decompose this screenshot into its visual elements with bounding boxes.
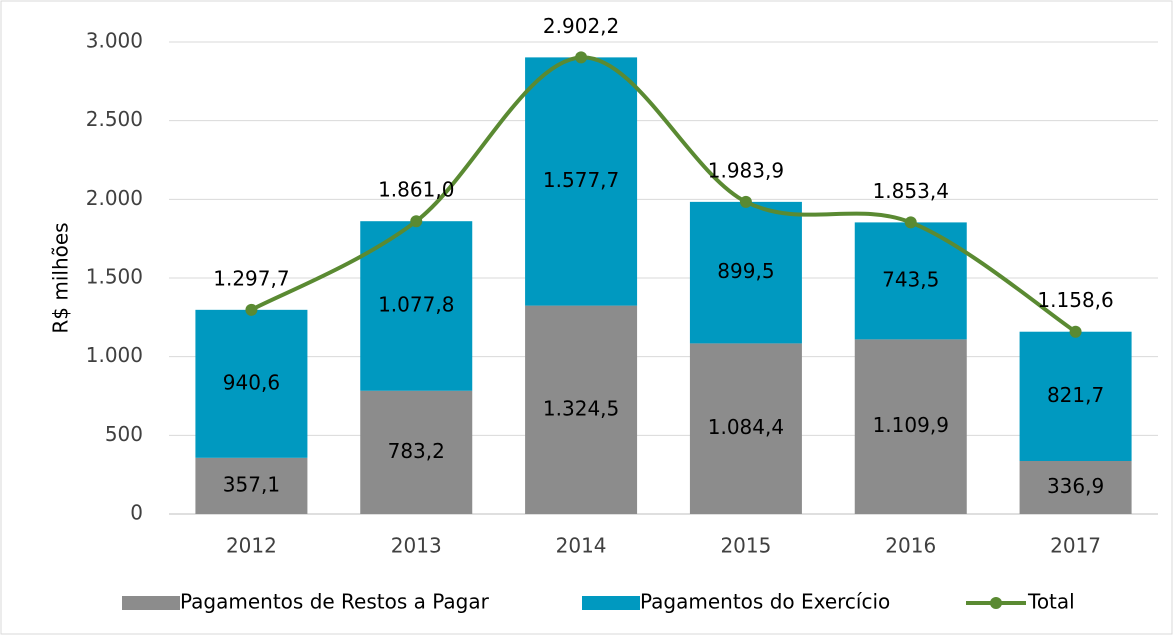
total-line	[250, 55, 1077, 334]
data-label: 783,2	[388, 439, 445, 463]
data-label: 1.077,8	[378, 292, 454, 316]
line-marker	[245, 303, 258, 316]
line-marker	[410, 215, 423, 228]
data-label: 821,7	[1047, 383, 1104, 407]
y-tick-label: 0	[130, 501, 143, 525]
bar-segment	[1019, 460, 1132, 514]
legend-swatch	[122, 596, 180, 610]
bar-segment	[525, 57, 638, 306]
x-tick-label: 2017	[1050, 534, 1101, 558]
x-tick-label: 2015	[720, 534, 771, 558]
y-tick-label: 2.500	[86, 107, 143, 131]
data-label: 1.861,0	[378, 178, 454, 202]
x-tick-label: 2012	[226, 534, 277, 558]
bar-segment	[360, 390, 473, 514]
bar-segment	[854, 339, 967, 514]
bar-segment	[525, 305, 638, 514]
legend-swatch	[990, 597, 1002, 609]
data-label: 743,5	[882, 267, 939, 291]
bar-segment	[195, 309, 308, 458]
line-marker	[904, 216, 917, 229]
bar-segment	[195, 457, 308, 514]
y-tick-label: 2.000	[86, 186, 143, 210]
x-tick-label: 2014	[556, 534, 607, 558]
x-tick-label: 2013	[391, 534, 442, 558]
data-label: 1.109,9	[873, 413, 949, 437]
data-label: 1.577,7	[543, 168, 619, 192]
data-label: 336,9	[1047, 474, 1104, 498]
legend-label: Pagamentos de Restos a Pagar	[180, 590, 490, 614]
data-label: 1.158,6	[1037, 288, 1113, 312]
bar-segment	[689, 343, 802, 514]
legend-label: Pagamentos do Exercício	[640, 590, 890, 614]
data-label: 940,6	[223, 370, 280, 394]
y-tick-label: 1.000	[86, 343, 143, 367]
legend-swatch	[582, 596, 640, 610]
data-label: 1.324,5	[543, 396, 619, 420]
x-tick-label: 2016	[885, 534, 936, 558]
y-tick-label: 1.500	[86, 265, 143, 289]
data-label: 357,1	[223, 472, 280, 496]
data-label: 899,5	[717, 259, 774, 283]
y-axis-label: R$ milhões	[49, 222, 73, 333]
bar-segment	[360, 221, 473, 391]
legend-label: Total	[1027, 590, 1075, 614]
y-tick-label: 500	[105, 422, 143, 446]
data-label: 1.297,7	[213, 266, 289, 290]
data-label: 1.853,4	[873, 179, 949, 203]
bar-segment	[689, 201, 802, 344]
line-marker	[575, 51, 588, 64]
y-tick-label: 3.000	[86, 29, 143, 53]
data-label: 1.084,4	[708, 415, 784, 439]
line-marker	[1069, 325, 1082, 338]
data-label: 1.983,9	[708, 158, 784, 182]
bar-segment	[1019, 331, 1132, 461]
data-label: 2.902,2	[543, 14, 619, 38]
line-marker	[739, 195, 752, 208]
